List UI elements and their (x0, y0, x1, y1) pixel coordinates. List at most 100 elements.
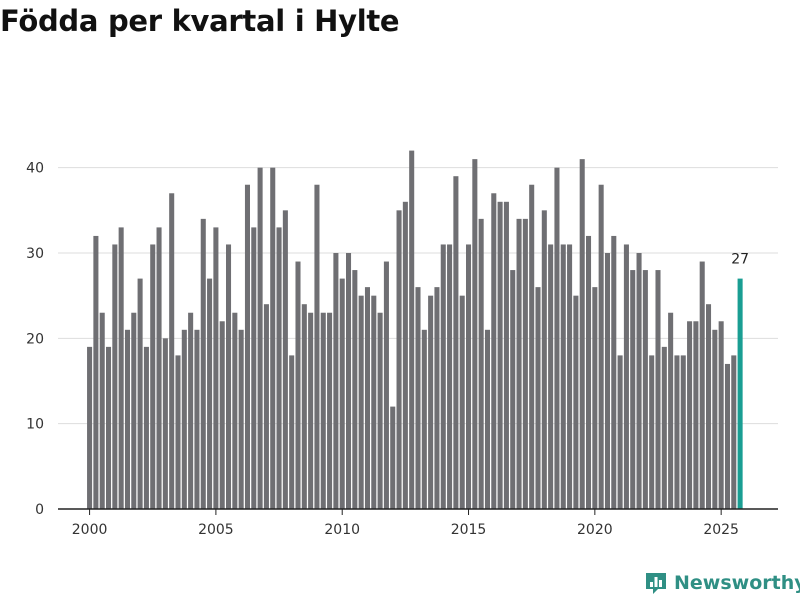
bar (687, 321, 693, 509)
bar (415, 287, 421, 509)
bar (674, 355, 680, 509)
bar (327, 312, 333, 509)
bar (560, 244, 566, 509)
bar (623, 244, 629, 509)
bar (93, 235, 99, 509)
bar (162, 338, 168, 509)
chart-title: Födda per kvartal i Hylte (0, 4, 400, 38)
bar (706, 304, 712, 509)
bar (238, 329, 244, 509)
bar (390, 406, 396, 509)
bar (106, 346, 112, 509)
bar (396, 210, 402, 510)
bar (383, 261, 389, 509)
bar (169, 193, 175, 509)
bar (529, 184, 535, 509)
bar (282, 210, 288, 510)
bar (181, 329, 187, 509)
newsworthy-logo[interactable]: Newsworthy (644, 568, 800, 598)
highlight-value-label: 27 (731, 252, 749, 268)
bar (472, 159, 478, 509)
x-tick-label: 2015 (451, 522, 487, 538)
labels: 0 10 20 30 40 27 2000 2005 2010 2015 2020 2025 (26, 161, 749, 538)
bar (718, 321, 724, 509)
bar (371, 295, 377, 509)
bar (175, 355, 181, 509)
bar (491, 193, 497, 509)
bar (213, 227, 219, 509)
bar (661, 346, 667, 509)
y-tick-label: 30 (26, 246, 44, 262)
bar (466, 244, 472, 509)
bar (270, 167, 276, 509)
bar (219, 321, 225, 509)
bar (301, 304, 307, 509)
bar (428, 295, 434, 509)
bar (724, 363, 730, 509)
bar (314, 184, 320, 509)
bar (693, 321, 699, 509)
bar (320, 312, 326, 509)
bar (124, 329, 130, 509)
bar (308, 312, 314, 509)
y-tick-label: 40 (26, 161, 44, 177)
bar (630, 270, 636, 509)
bar (497, 201, 503, 510)
bar (295, 261, 301, 509)
bar (87, 346, 93, 509)
bar (459, 295, 465, 509)
bar-chart-logo-icon (646, 573, 666, 594)
brand-name: Newsworthy (674, 572, 800, 594)
bar (642, 270, 648, 509)
bar (548, 244, 554, 509)
bar (226, 244, 232, 509)
bar (541, 210, 547, 510)
bar (402, 201, 408, 510)
bar (503, 201, 509, 510)
bar (143, 346, 149, 509)
bar (409, 150, 415, 509)
bar (200, 218, 206, 509)
bar (276, 227, 282, 509)
bar (150, 244, 156, 509)
bar (434, 287, 440, 509)
bar (194, 329, 200, 509)
bar (137, 278, 143, 509)
x-tick-label: 2000 (72, 522, 108, 538)
bar (699, 261, 705, 509)
bar (131, 312, 137, 509)
x-tick-label: 2020 (577, 522, 613, 538)
bar (522, 218, 528, 509)
bar (364, 287, 370, 509)
bar (510, 270, 516, 509)
bar (598, 184, 604, 509)
bar (377, 312, 383, 509)
bar (118, 227, 124, 509)
bar (655, 270, 661, 509)
bar (680, 355, 686, 509)
bar (251, 227, 257, 509)
bar (567, 244, 573, 509)
bar (440, 244, 446, 509)
x-tick-label: 2025 (703, 522, 739, 538)
bar (554, 167, 560, 509)
y-tick-label: 20 (26, 331, 44, 347)
y-tick-label: 0 (35, 502, 44, 518)
bar (447, 244, 453, 509)
bar (611, 235, 617, 509)
bar (573, 295, 579, 509)
x-tick-label: 2010 (324, 522, 360, 538)
bar (352, 270, 358, 509)
bar (649, 355, 655, 509)
bar (358, 295, 364, 509)
y-tick-label: 10 (26, 417, 44, 433)
bar (535, 287, 541, 509)
bar (263, 304, 269, 509)
bar (731, 355, 737, 509)
bar (579, 159, 585, 509)
bar (339, 278, 345, 509)
bar (516, 218, 522, 509)
highlighted-bar (737, 278, 743, 509)
bar (478, 218, 484, 509)
bar (333, 253, 339, 509)
